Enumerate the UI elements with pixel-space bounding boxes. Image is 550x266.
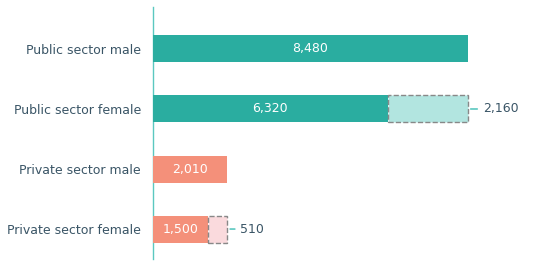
Bar [153, 35, 468, 63]
Bar [153, 156, 227, 182]
Bar [153, 215, 208, 243]
Bar [153, 95, 388, 123]
Text: 6,320: 6,320 [252, 102, 288, 115]
Text: 1,500: 1,500 [163, 223, 199, 235]
Text: 2,010: 2,010 [172, 163, 208, 176]
FancyBboxPatch shape [208, 215, 227, 243]
Text: 510: 510 [230, 223, 264, 235]
FancyBboxPatch shape [388, 95, 468, 123]
Text: 8,480: 8,480 [293, 43, 328, 56]
Text: 2,160: 2,160 [471, 102, 519, 115]
